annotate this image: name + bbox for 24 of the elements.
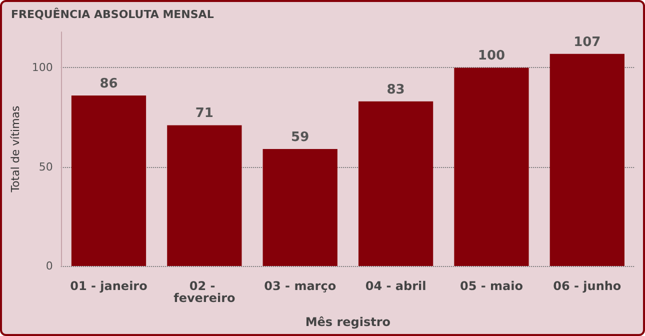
x-tick-label: 02 - fevereiro (174, 279, 236, 305)
x-axis-title: Mês registro (305, 315, 391, 329)
data-label: 83 (386, 82, 405, 98)
y-tick-label: 100 (32, 61, 53, 74)
bar (550, 54, 624, 266)
x-tick-label: 03 - março (264, 279, 336, 293)
data-label: 86 (100, 76, 118, 92)
y-tick-label: 50 (38, 160, 53, 174)
bar (262, 149, 338, 266)
bar (358, 101, 434, 266)
chart-title: FREQUÊNCIA ABSOLUTA MENSAL (11, 7, 214, 21)
bar (167, 125, 242, 266)
y-tick-label: 0 (46, 260, 53, 272)
data-label: 107 (574, 34, 601, 50)
x-tick-label: 06 - junho (553, 279, 622, 293)
data-label: 59 (291, 130, 310, 145)
bar (71, 95, 146, 266)
x-tick-label: 04 - abril (365, 279, 426, 293)
x-tick-label: 05 - maio (460, 279, 523, 293)
y-axis-title: Total de vítimas (9, 105, 22, 194)
bar (454, 68, 529, 266)
data-label: 100 (478, 48, 506, 64)
data-label: 71 (195, 106, 214, 122)
x-tick-label: 01 - janeiro (70, 279, 148, 293)
